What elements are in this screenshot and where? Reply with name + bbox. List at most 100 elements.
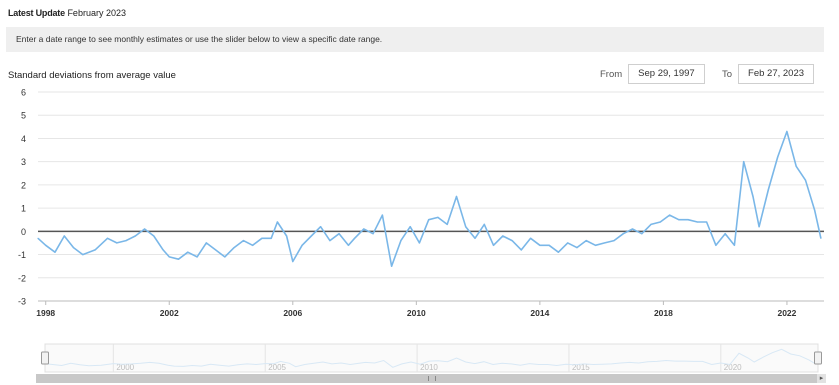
line-chart: -3 -2 -1 0 1 2 3 4 5 6 1998 2002 2006 2010 2014 2018 202… [18,88,824,318]
data-point [381,214,383,216]
y-tick-label: 5 [21,111,26,121]
navigator-year-label: 2005 [268,363,286,372]
data-point [94,249,96,251]
data-point [520,249,522,251]
to-date-input[interactable]: Feb 27, 2023 [738,64,815,84]
data-point [37,237,39,239]
y-tick-label: 6 [21,88,26,98]
data-point [276,221,278,223]
data-point [804,179,807,181]
data-point [604,242,606,244]
x-tick-label: 2006 [283,308,302,318]
data-point [585,240,587,242]
y-tick-label: 1 [21,204,26,214]
data-point [641,233,643,235]
data-point [795,165,797,167]
y-tick-label: 4 [21,134,26,144]
data-point [63,235,65,237]
latest-update-label: Latest Update [8,8,65,18]
data-point [594,244,597,246]
data-point [242,240,244,242]
data-point [72,246,75,249]
navigator-window[interactable] [44,343,819,373]
y-axis-title: Standard deviations from average value [8,70,176,81]
data-point [631,228,634,230]
data-point [668,214,671,216]
data-point [233,246,235,249]
data-point [650,223,652,225]
navigator-handle-left[interactable] [41,351,49,365]
y-tick-label: 0 [21,227,26,237]
navigator-year-label: 2000 [116,363,134,372]
data-point [162,249,164,251]
data-point [82,253,84,256]
scrollbar-grip-icon[interactable] [428,376,436,381]
data-point [409,226,411,228]
data-point [187,251,189,253]
data-point [400,240,402,242]
from-label: From [600,68,623,80]
x-tick-label: 2014 [530,308,549,318]
y-tick-label: -2 [18,273,26,283]
data-point [733,244,736,246]
navigator-scrollbar[interactable] [36,374,826,383]
data-point [134,235,136,237]
data-point [820,237,822,239]
latest-update-value: February 2023 [67,8,126,18]
data-point [205,242,207,244]
y-tick-label: 3 [21,157,26,167]
navigator-year-label: 2015 [572,363,590,372]
navigator-chart[interactable]: 2000 2005 2010 2015 2020 [0,336,839,376]
x-tick-label: 1998 [36,308,55,318]
data-point [286,235,288,237]
data-point [446,223,448,225]
series-line [37,130,822,267]
x-tick-label: 2002 [160,308,179,318]
data-point [261,237,263,239]
data-point [483,223,485,225]
navigator-right-arrow[interactable]: ▸ [817,374,826,383]
data-point [567,242,569,244]
x-tick-label: 2010 [407,308,426,318]
navigator-year-label: 2020 [724,363,742,372]
data-point [492,244,495,246]
navigator-year-label: 2010 [420,363,438,372]
to-label: To [722,68,733,80]
y-tick-label: -1 [18,250,26,260]
data-point [224,256,226,258]
data-point [319,226,322,228]
data-point [613,240,615,242]
data-point [310,235,312,237]
data-point [116,242,118,244]
to-range: To Feb 27, 2023 [722,63,815,85]
data-point [706,221,708,223]
data-point [530,237,532,239]
data-point [292,260,294,263]
data-point [301,244,303,246]
data-point [214,249,217,251]
data-point [54,251,56,253]
data-point [177,258,180,260]
data-point [724,233,726,235]
data-point [153,235,155,237]
data-point [329,240,331,242]
data-point [539,244,541,246]
data-point [659,221,661,223]
data-point [777,156,779,158]
navigator-handle-right[interactable] [814,351,822,365]
data-point [548,244,550,246]
data-point [437,216,439,218]
data-point [511,240,513,242]
data-point [502,235,504,237]
data-point [106,237,109,239]
data-point [168,256,170,258]
instruction-banner: Enter a date range to see monthly estima… [6,27,824,52]
from-range: From Sep 29, 1997 [600,63,705,85]
data-point [143,228,146,230]
data-point [743,161,745,163]
data-point [347,244,349,246]
from-date-input[interactable]: Sep 29, 1997 [628,64,705,84]
y-tick-label: 2 [21,180,26,190]
y-tick-label: -3 [18,297,26,307]
data-point [418,242,421,244]
